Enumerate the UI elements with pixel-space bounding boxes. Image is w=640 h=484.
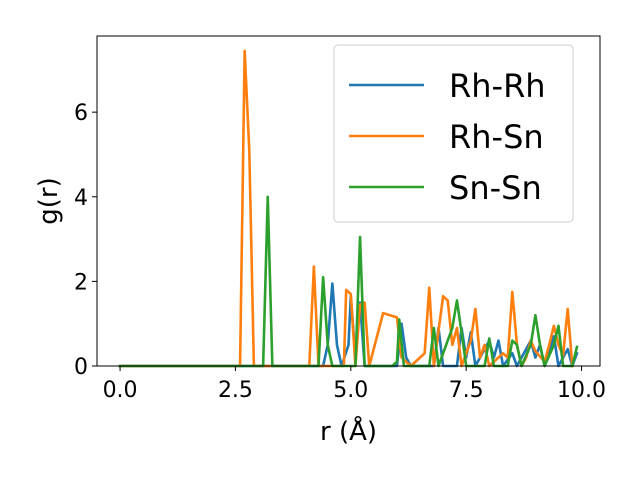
legend-box xyxy=(333,44,574,223)
x-axis-label: r (Å) xyxy=(320,415,377,447)
legend-label: Rh-Sn xyxy=(449,118,544,156)
y-axis-label: g(r) xyxy=(34,177,64,224)
legend-label: Sn-Sn xyxy=(449,169,542,207)
x-tick-label: 10.0 xyxy=(557,378,606,403)
series-line-sn-sn xyxy=(118,195,579,368)
y-tick-label: 4 xyxy=(74,186,88,211)
x-tick-label: 5.0 xyxy=(333,378,368,403)
y-tick-label: 0 xyxy=(74,355,88,380)
legend-label: Rh-Rh xyxy=(449,67,546,105)
axes-frame xyxy=(96,35,601,367)
y-tick-label: 6 xyxy=(74,101,88,126)
axes-layer: 0.0 2.5 5.0 7.5 10.0 0 2 4 6 r (Å) g(r) xyxy=(34,35,606,447)
legend: Rh-Rh Rh-Sn Sn-Sn xyxy=(333,44,574,223)
x-tick-label: 7.5 xyxy=(449,378,484,403)
x-tick-label: 0.0 xyxy=(103,378,138,403)
x-tick-label: 2.5 xyxy=(218,378,253,403)
y-tick-label: 2 xyxy=(74,270,88,295)
